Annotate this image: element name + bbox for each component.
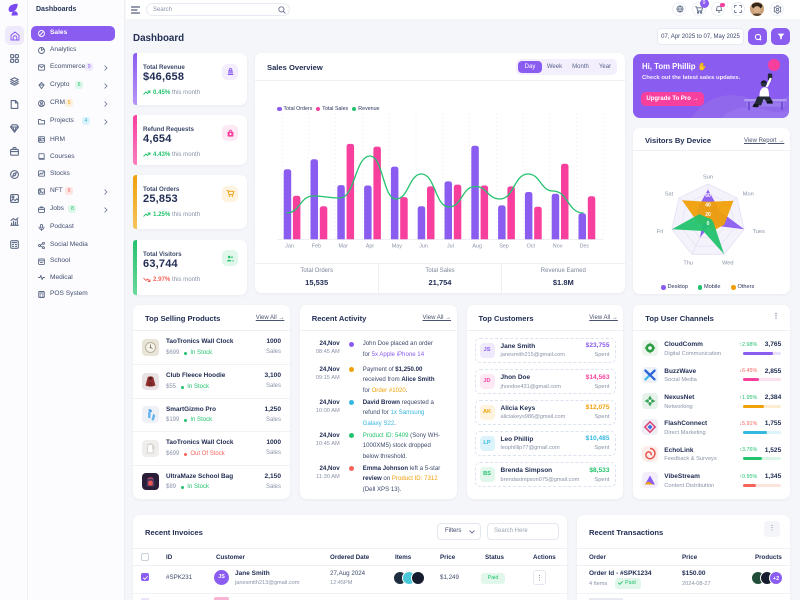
svg-text:Tues: Tues — [753, 229, 765, 235]
svg-text:Sat: Sat — [665, 191, 674, 197]
svg-text:60: 60 — [705, 193, 711, 199]
svg-text:Jan: Jan — [285, 243, 294, 249]
svg-text:Fri: Fri — [657, 229, 664, 235]
svg-text:Sep: Sep — [499, 243, 509, 249]
svg-text:Jul: Jul — [447, 243, 454, 249]
svg-text:40: 40 — [705, 203, 711, 209]
svg-text:20: 20 — [705, 212, 711, 218]
svg-text:Oct: Oct — [527, 243, 536, 249]
svg-text:Thu: Thu — [683, 261, 693, 267]
svg-text:Feb: Feb — [312, 243, 321, 249]
svg-text:Sun: Sun — [703, 175, 713, 181]
svg-text:Dec: Dec — [580, 243, 590, 249]
svg-text:May: May — [392, 243, 402, 249]
svg-text:Aug: Aug — [472, 243, 482, 249]
svg-text:Mar: Mar — [339, 243, 348, 249]
svg-text:Nov: Nov — [553, 243, 563, 249]
svg-text:0: 0 — [707, 221, 710, 227]
svg-text:Jun: Jun — [419, 243, 428, 249]
svg-text:Mon: Mon — [743, 191, 754, 197]
svg-text:Wed: Wed — [722, 261, 733, 267]
svg-text:Apr: Apr — [366, 243, 375, 249]
